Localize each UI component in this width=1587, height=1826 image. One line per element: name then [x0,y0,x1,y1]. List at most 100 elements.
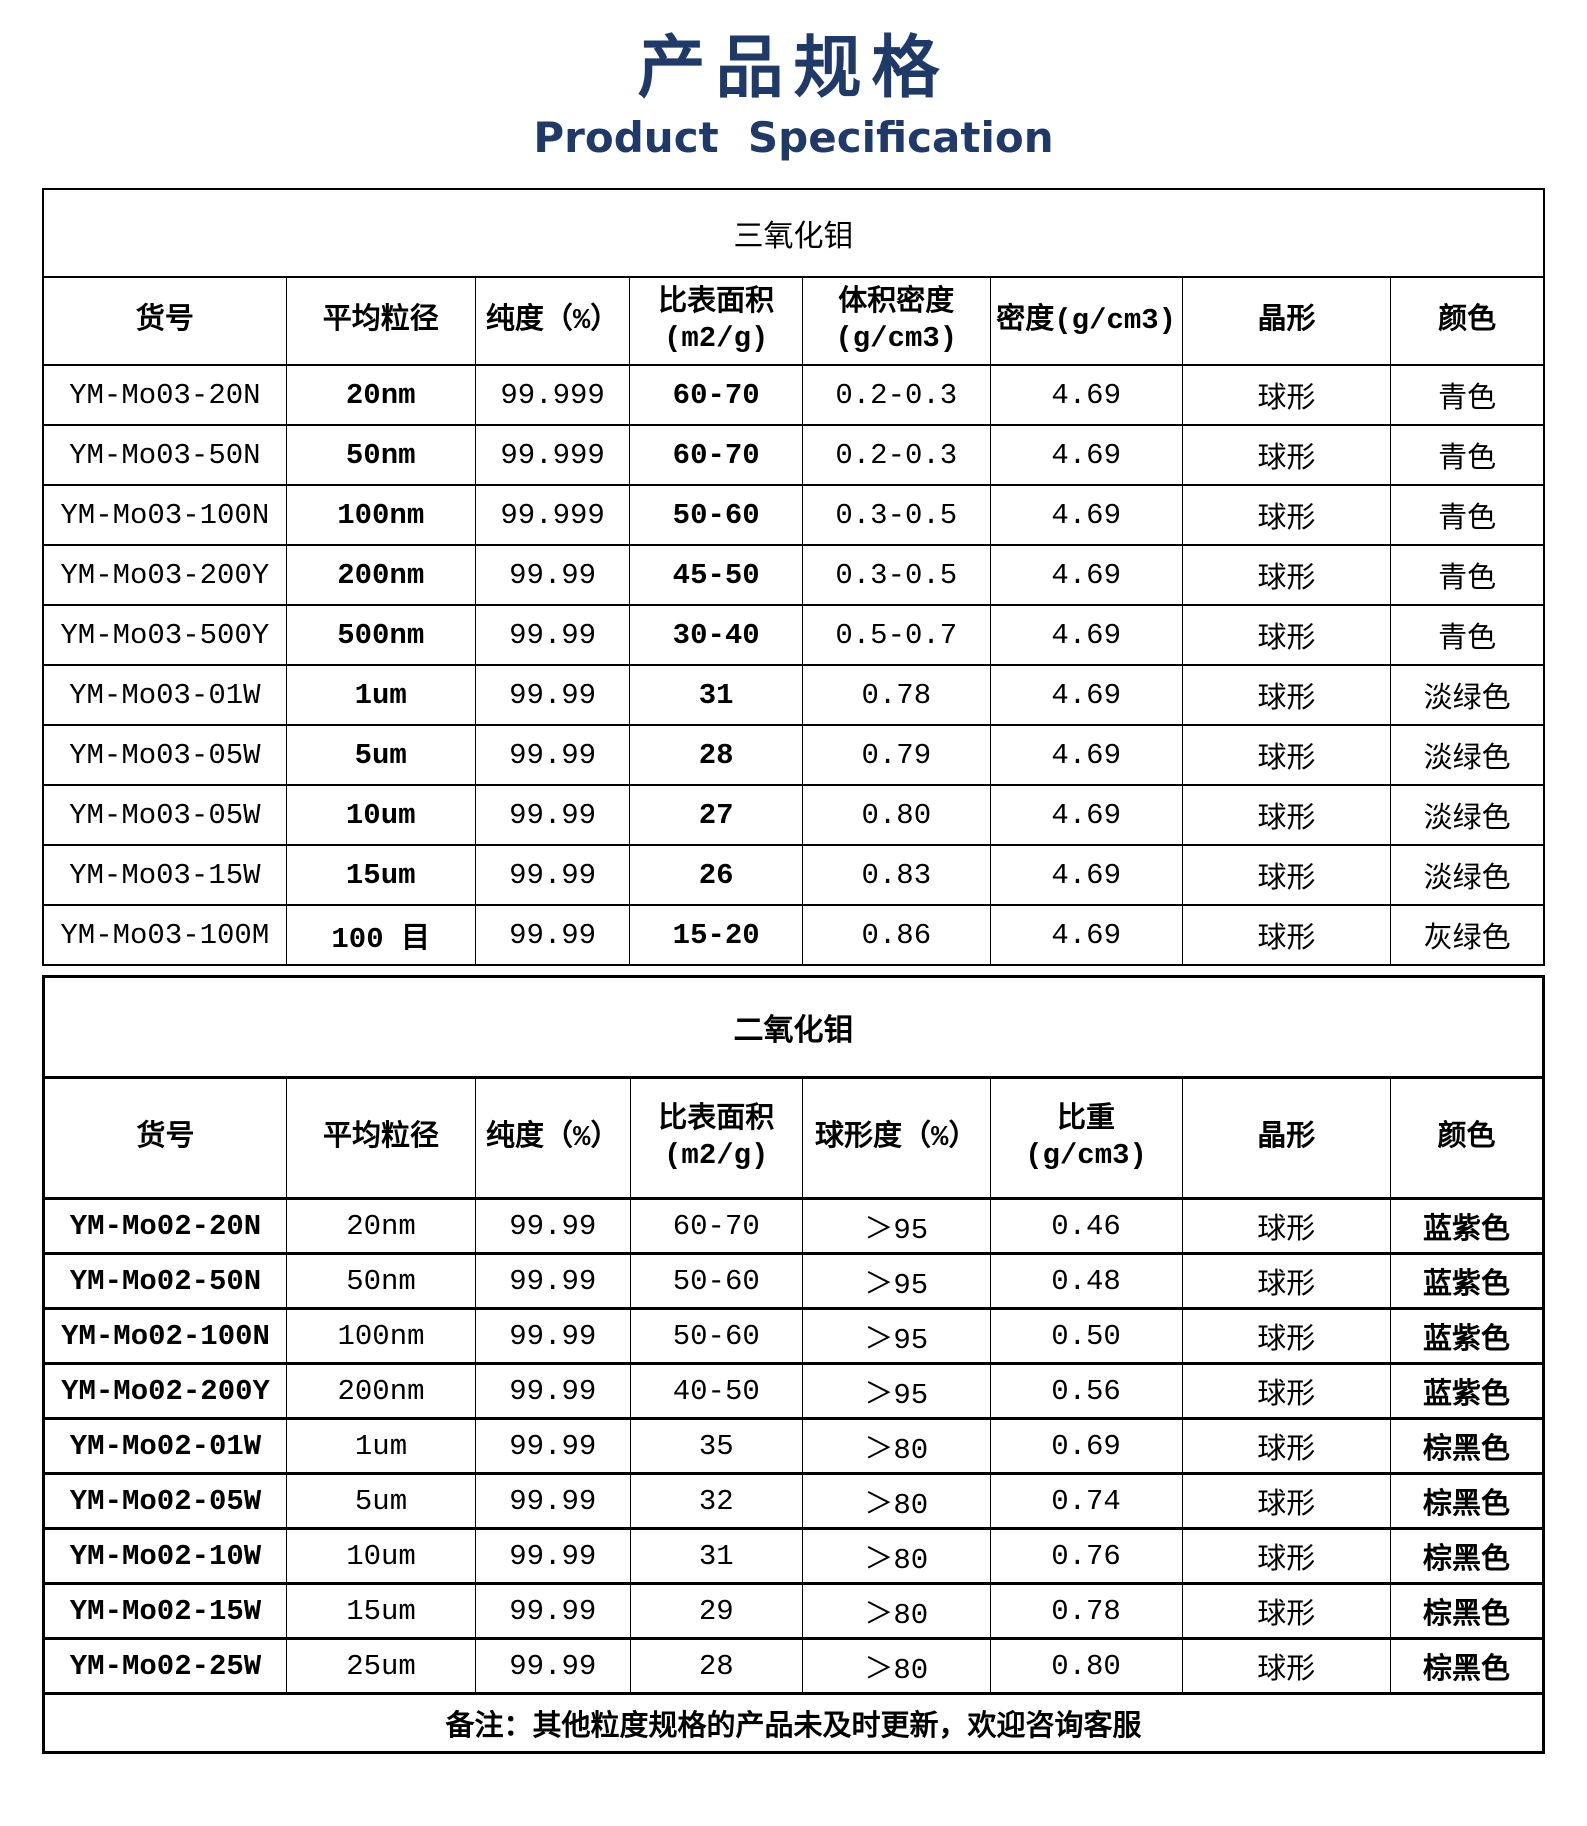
table-cell: 99.99 [474,724,631,786]
table-cell: 99.999 [474,484,631,546]
table-cell: 31 [629,1527,803,1585]
table-row: YM-Mo03-100N 100nm 99.999 50-60 0.3-0.5 4.69 球… [42,484,1545,546]
column-header: 纯度（%） [475,1076,631,1200]
table-cell: ＞95 [802,1252,991,1310]
table-cell: 1um [286,1417,476,1475]
table-molybdenum-trioxide: 三氧化钼 货号 平均粒径 纯度（%） 比表面积 (m2/g) 体积密度 (g/cm3) 密度… [42,188,1545,966]
table-cell: ＞95 [802,1307,991,1365]
table-cell: ＞95 [802,1362,991,1420]
table-cell: 4.69 [989,544,1183,606]
table-cell: 50-60 [629,484,803,546]
table-cell: 29 [629,1582,803,1640]
table-cell: 0.46 [989,1197,1183,1255]
table-molybdenum-dioxide: 二氧化钼 货号 平均粒径 纯度（%） 比表面积 (m2/g) 球形度（%） 比重 (g/cm… [42,975,1545,1754]
table-cell: 0.78 [989,1582,1183,1640]
table-title: 三氧化钼 [42,188,1545,278]
table-cell: 球形 [1181,1362,1391,1420]
column-header: 货号 [42,276,287,366]
table-cell: YM-Mo03-500Y [42,604,287,666]
table-cell: 蓝紫色 [1390,1197,1544,1255]
table-cell: 200nm [285,544,476,606]
table-cell: 60-70 [629,424,803,486]
table-cell: 棕黑色 [1390,1527,1544,1585]
table-cell: 0.69 [989,1417,1183,1475]
column-header: 球形度（%） [802,1076,991,1200]
table-cell: 0.86 [801,904,991,966]
table-cell: 20nm [286,1197,476,1255]
table-cell: YM-Mo03-20N [42,364,287,426]
table-row: YM-Mo02-25W 25um 99.99 28 ＞80 0.80 球形 棕黑色 [43,1637,1544,1695]
table-cell: 99.99 [475,1637,631,1695]
table-cell: 35 [629,1417,803,1475]
table-cell: 200nm [286,1362,476,1420]
table-cell: YM-Mo02-15W [43,1582,287,1640]
table-cell: 30-40 [629,604,803,666]
note-cell: 备注：其他粒度规格的产品未及时更新，欢迎咨询客服 [43,1692,1544,1754]
table-cell: ＞95 [802,1197,991,1255]
table-cell: 50-60 [629,1252,803,1310]
table-row: YM-Mo03-500Y 500nm 99.99 30-40 0.5-0.7 4.69 球形… [42,604,1545,666]
table-cell: 45-50 [629,544,803,606]
table-cell: ＞80 [802,1527,991,1585]
table-cell: 0.2-0.3 [801,424,991,486]
table-row: YM-Mo03-01W 1um 99.99 31 0.78 4.69 球形 淡绿色 [42,664,1545,726]
table-row: YM-Mo02-100N 100nm 99.99 50-60 ＞95 0.50 球形 蓝紫色 [43,1307,1544,1365]
table-cell: 0.5-0.7 [801,604,991,666]
page-title-en: Product Specification [533,113,1054,162]
table-cell: 0.76 [989,1527,1183,1585]
table-cell: 棕黑色 [1390,1472,1544,1530]
table-cell: 球形 [1181,784,1392,846]
page: 产品规格 Product Specification 三氧化钼 货号 平均粒径 纯度（… [42,29,1545,1754]
column-header: 平均粒径 [285,276,476,366]
table-cell: 0.48 [989,1252,1183,1310]
table-row: YM-Mo03-100M 100 目 99.99 15-20 0.86 4.69 球形 灰绿色 [42,904,1545,966]
table-cell: YM-Mo02-25W [43,1637,287,1695]
table-cell: 0.3-0.5 [801,544,991,606]
table-cell: 球形 [1181,1637,1391,1695]
table-cell: 99.99 [475,1472,631,1530]
table-cell: ＞80 [802,1582,991,1640]
table-cell: 28 [629,1637,803,1695]
table-cell: 0.83 [801,844,991,906]
table-cell: 100 目 [285,904,476,966]
table-cell: 4.69 [989,604,1183,666]
table-cell: 球形 [1181,1472,1391,1530]
table-row: YM-Mo03-20N 20nm 99.999 60-70 0.2-0.3 4.69 球形青… [42,364,1545,426]
table-cell: 28 [629,724,803,786]
table-note-row: 备注：其他粒度规格的产品未及时更新，欢迎咨询客服 [43,1692,1544,1754]
table-cell: 15-20 [629,904,803,966]
column-header: 晶形 [1181,276,1392,366]
table-cell: 4.69 [989,424,1183,486]
table-cell: 青色 [1390,424,1545,486]
table-cell: 球形 [1181,724,1392,786]
table-cell: 0.3-0.5 [801,484,991,546]
table-row: YM-Mo02-10W 10um 99.99 31 ＞80 0.76 球形 棕黑色 [43,1527,1544,1585]
column-header: 比表面积 (m2/g) [629,1076,803,1200]
table-cell: 0.56 [989,1362,1183,1420]
table-cell: 球形 [1181,1307,1391,1365]
column-header: 颜色 [1390,1076,1544,1200]
table-cell: 球形 [1181,544,1392,606]
table-cell: YM-Mo02-100N [43,1307,287,1365]
table-row: YM-Mo02-15W 15um 99.99 29 ＞80 0.78 球形 棕黑色 [43,1582,1544,1640]
table-cell: 青色 [1390,544,1545,606]
table-row: YM-Mo02-05W 5um 99.99 32 ＞80 0.74 球形 棕黑色 [43,1472,1544,1530]
table-cell: 0.78 [801,664,991,726]
table-cell: 99.99 [474,844,631,906]
table-cell: 棕黑色 [1390,1637,1544,1695]
table-cell: 99.99 [475,1197,631,1255]
table-cell: 99.99 [475,1417,631,1475]
column-header: 晶形 [1181,1076,1391,1200]
table-cell: 4.69 [989,364,1183,426]
table-cell: 球形 [1181,424,1392,486]
table-cell: 60-70 [629,1197,803,1255]
table-cell: YM-Mo03-100M [42,904,287,966]
table-cell: 100nm [286,1307,476,1365]
table-row: YM-Mo02-20N 20nm 99.99 60-70 ＞95 0.46 球形 蓝紫色 [43,1197,1544,1255]
page-title-zh: 产品规格 [637,29,950,108]
table-cell: 蓝紫色 [1390,1252,1544,1310]
table-cell: 10um [286,1527,476,1585]
table-row: YM-Mo02-50N 50nm 99.99 50-60 ＞95 0.48 球形 蓝紫色 [43,1252,1544,1310]
table-cell: 4.69 [989,724,1183,786]
table-cell: 50nm [286,1252,476,1310]
